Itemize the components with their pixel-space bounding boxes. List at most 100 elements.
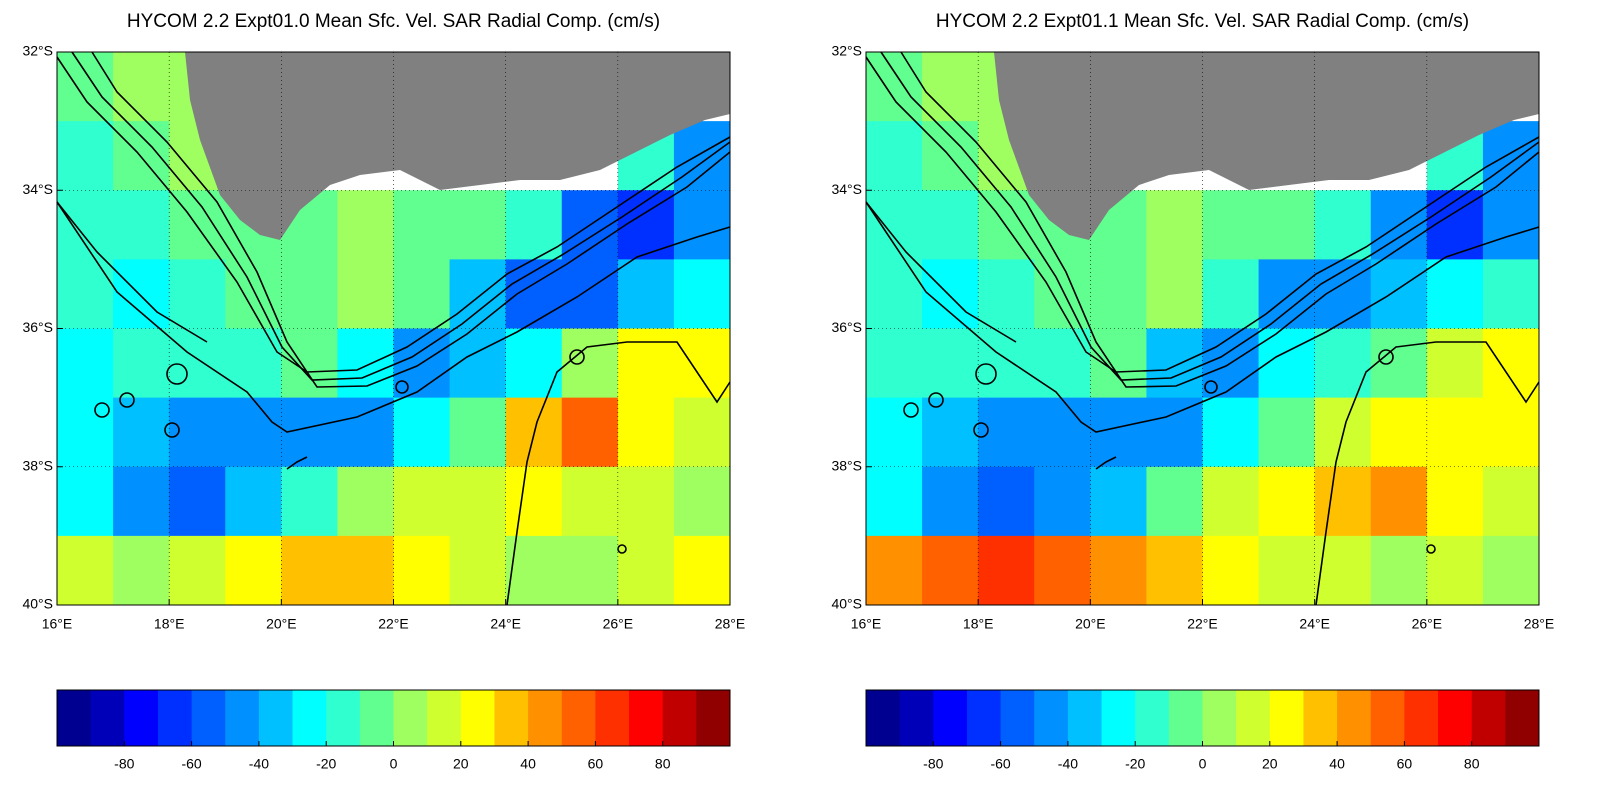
x-tick-label: 20°E <box>266 616 297 632</box>
x-tick-label: 26°E <box>603 616 634 632</box>
x-tick-label: 26°E <box>1412 616 1443 632</box>
field-cell <box>57 466 114 537</box>
colorbar-tick-label: 80 <box>655 756 671 772</box>
field-cell <box>225 397 282 468</box>
colorbar-swatch <box>124 690 159 746</box>
colorbar-tick-label: 40 <box>520 756 536 772</box>
colorbar-swatch <box>1168 690 1203 746</box>
field-cell <box>561 466 619 537</box>
field-cell <box>1482 328 1540 399</box>
field-cell <box>1146 535 1203 606</box>
field-cell <box>1202 397 1260 468</box>
colorbar-tick-label: -40 <box>1058 756 1078 772</box>
field-cell <box>1482 121 1540 191</box>
field-cell <box>1258 466 1316 537</box>
x-tick-label: 20°E <box>1075 616 1106 632</box>
field-cell <box>505 190 563 260</box>
field-cell <box>1258 259 1316 329</box>
field-cell <box>393 535 451 606</box>
colorbar-tick-label: 20 <box>453 756 469 772</box>
colorbar-swatch <box>1236 690 1271 746</box>
field-cell <box>922 466 979 537</box>
field-cell <box>393 397 451 468</box>
field-cell <box>673 466 731 537</box>
field-cell <box>978 535 1035 606</box>
plot-frame <box>865 51 1540 606</box>
x-tick-label: 16°E <box>42 616 73 632</box>
field-cell <box>1258 397 1316 468</box>
field-cell <box>673 535 731 606</box>
y-tick-label: 32°S <box>22 43 53 59</box>
field-cell <box>922 190 979 260</box>
y-tick-label: 38°S <box>831 457 862 473</box>
x-tick-label: 28°E <box>1524 616 1555 632</box>
field-cell <box>978 397 1035 468</box>
field-cell <box>505 535 563 606</box>
field-cell <box>561 328 619 399</box>
field-cell <box>169 535 226 606</box>
colorbar-swatch <box>866 690 901 746</box>
colorbar-swatch <box>966 690 1002 746</box>
field-cell <box>1370 328 1428 399</box>
field-cell <box>337 535 394 606</box>
colorbar-swatch <box>1101 690 1136 746</box>
colorbar-tick-label: 40 <box>1329 756 1345 772</box>
field-cell <box>1090 397 1147 468</box>
field-cell <box>866 52 923 122</box>
colorbar-swatch <box>393 690 428 746</box>
colorbar-swatch <box>899 690 934 746</box>
colorbar-tick-label: 20 <box>1262 756 1278 772</box>
field-cell <box>866 466 923 537</box>
colorbar-swatch <box>90 690 125 746</box>
field-cell <box>1370 535 1428 606</box>
field-cell <box>1090 259 1147 329</box>
field-cell <box>978 259 1035 329</box>
field-cell <box>281 535 338 606</box>
field-cell <box>978 466 1035 537</box>
colorbar-swatch <box>258 690 294 746</box>
field-cell <box>1482 190 1540 260</box>
field-cell <box>1034 259 1091 329</box>
chart-title: HYCOM 2.2 Expt01.0 Mean Sfc. Vel. SAR Ra… <box>127 11 660 32</box>
field-cell <box>1482 259 1540 329</box>
x-tick-label: 18°E <box>154 616 185 632</box>
y-tick-label: 36°S <box>831 319 862 335</box>
colorbar-swatch <box>157 690 193 746</box>
colorbar-swatch <box>528 690 563 746</box>
field-cell <box>1034 397 1091 468</box>
colorbar-tick-label: 80 <box>1464 756 1480 772</box>
field-cell <box>922 52 979 122</box>
field-cell <box>57 52 114 122</box>
field-cell <box>673 259 731 329</box>
colorbar-swatch <box>326 690 361 746</box>
field-cell <box>169 328 226 399</box>
field-cell <box>866 535 923 606</box>
field-cell <box>922 397 979 468</box>
colorbar-swatch <box>1269 690 1304 746</box>
field-cell <box>281 466 338 537</box>
map-panel <box>56 51 731 606</box>
field-cell <box>866 121 923 191</box>
y-tick-label: 36°S <box>22 319 53 335</box>
field-cell <box>1370 259 1428 329</box>
colorbar-swatch <box>1337 690 1372 746</box>
field-cell <box>505 466 563 537</box>
field-cell <box>1370 466 1428 537</box>
field-cell <box>393 190 451 260</box>
colorbar-swatch <box>460 690 495 746</box>
field-cell <box>866 328 923 399</box>
colorbar-swatch <box>629 690 664 746</box>
x-tick-label: 28°E <box>715 616 746 632</box>
y-tick-label: 34°S <box>22 181 53 197</box>
field-cell <box>866 190 923 260</box>
field-cell <box>922 535 979 606</box>
field-cell <box>1426 259 1484 329</box>
field-cell <box>1146 328 1203 399</box>
y-tick-label: 32°S <box>831 43 862 59</box>
field-cell <box>57 121 114 191</box>
field-cell <box>449 535 507 606</box>
field-cell <box>673 121 731 191</box>
field-cell <box>113 397 170 468</box>
field-cell <box>1314 190 1372 260</box>
field-cell <box>225 259 282 329</box>
